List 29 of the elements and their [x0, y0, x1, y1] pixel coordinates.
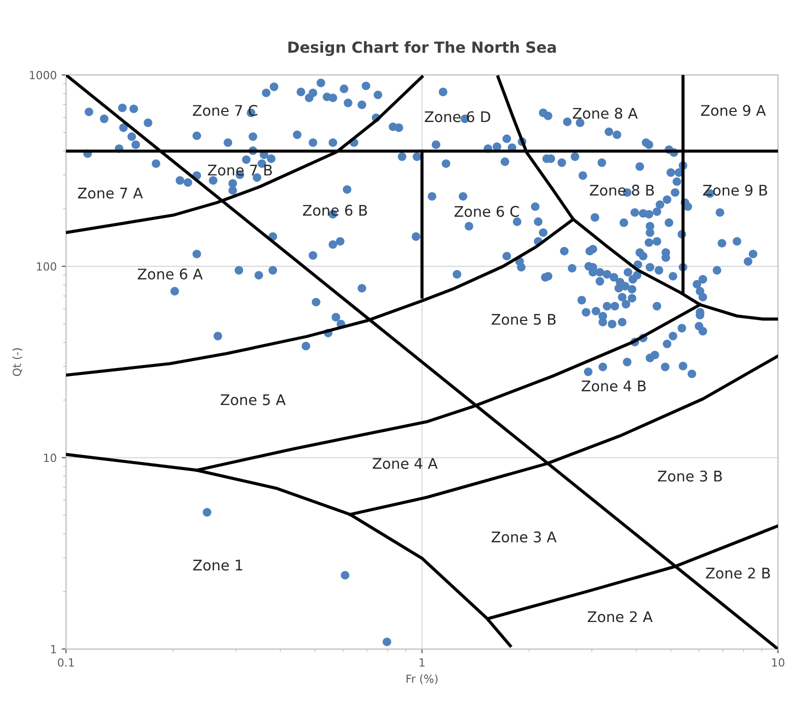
- annotation: Zone 9 B: [703, 184, 768, 196]
- annotation: Zone 5 A: [220, 394, 286, 406]
- annotation: Zone 2 A: [588, 611, 653, 622]
- y-tick-label: 10: [44, 454, 56, 462]
- x-tick-label: 1: [420, 658, 425, 666]
- x-tick-label: 0.1: [58, 658, 74, 667]
- x-tick-label: 10: [772, 658, 784, 667]
- annotation: Zone 3 A: [492, 531, 557, 542]
- annotation: Zone 5 B: [492, 314, 556, 325]
- annotation: Zone 6 D: [424, 111, 490, 122]
- annotation: Zone 7 B: [208, 164, 272, 176]
- y-tick-label: 1000: [30, 70, 56, 80]
- annotation: Zone 4 A: [372, 458, 438, 469]
- x-axis-title: Fr (%): [406, 674, 438, 684]
- annotation: Zone 6 A: [138, 268, 203, 280]
- annotation: Zone 8 B: [590, 184, 654, 196]
- annotation: Zone 4 B: [582, 380, 646, 392]
- annotation: Zone 1: [193, 560, 242, 571]
- annotation: Zone 8 A: [572, 108, 638, 119]
- annotation: Zone 7 A: [78, 188, 143, 199]
- y-tick-label: 1: [51, 645, 56, 654]
- y-axis-title: Qt (-): [12, 348, 22, 376]
- annotation: Zone 6 B: [302, 204, 367, 216]
- annotation: Zone 2 B: [706, 568, 770, 579]
- chart-title: Design Chart for The North Sea: [288, 41, 556, 56]
- annotation: Zone 9 A: [700, 104, 766, 116]
- y-tick-label: 100: [36, 262, 56, 271]
- annotation: Zone 3 B: [658, 470, 722, 482]
- annotation: Zone 6 C: [454, 206, 519, 217]
